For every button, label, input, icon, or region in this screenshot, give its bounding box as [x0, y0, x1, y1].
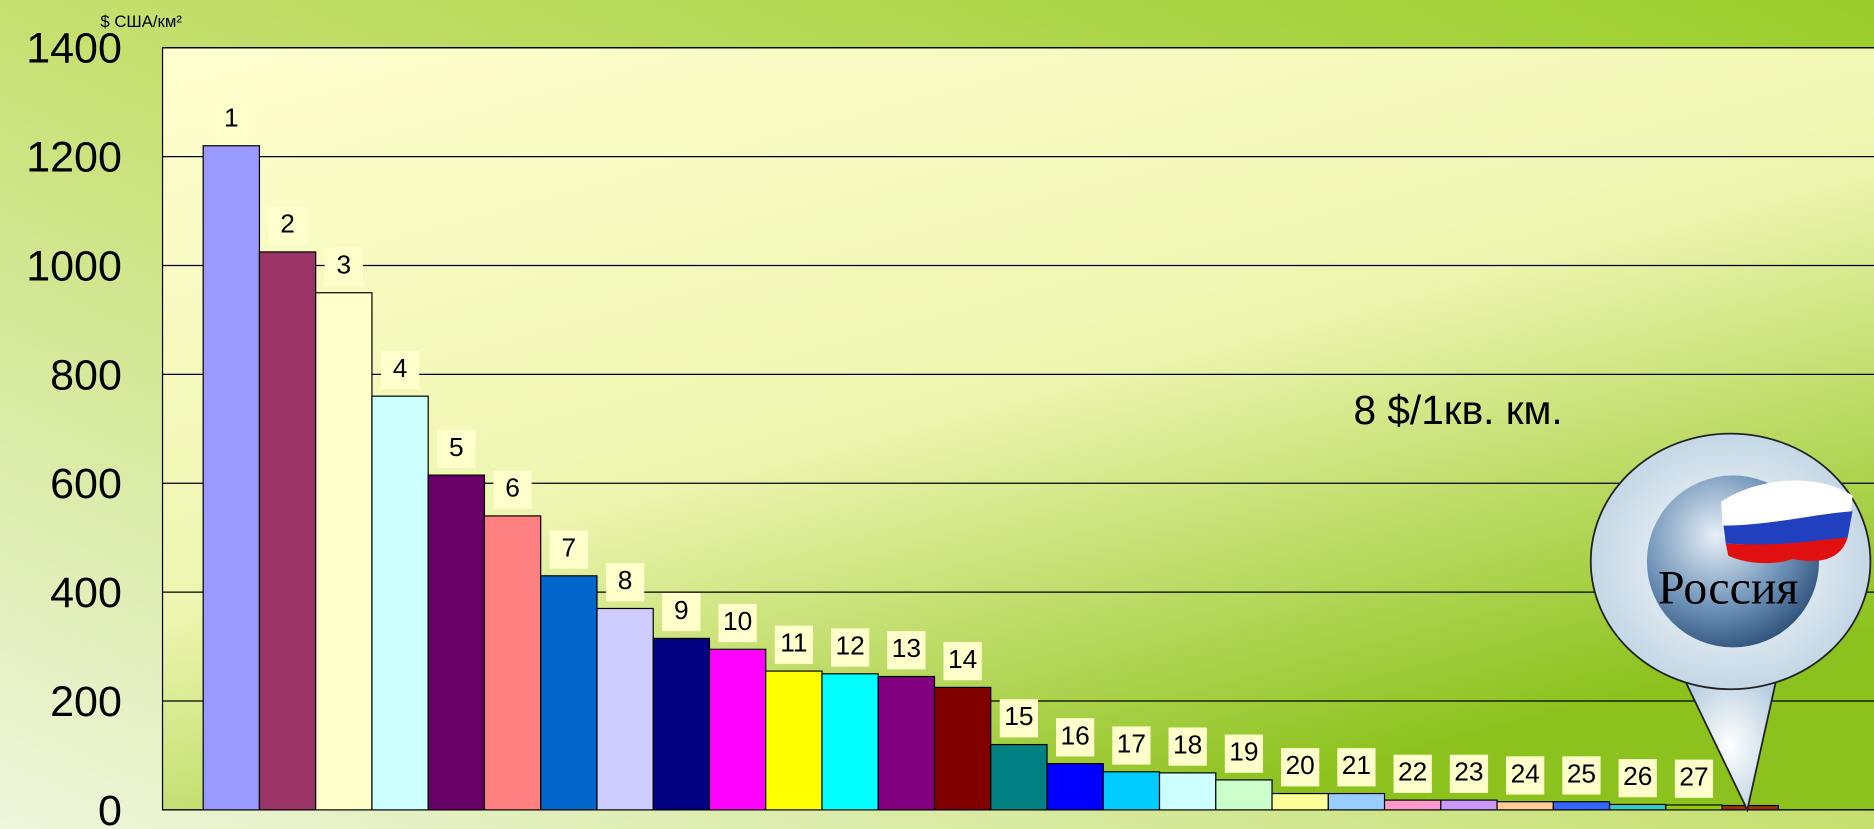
category-label: 24: [1511, 758, 1540, 788]
bar: [202, 145, 261, 811]
category-label: 18: [1173, 730, 1202, 760]
y-tick-label: 200: [50, 678, 122, 726]
flag-blue: [1723, 511, 1853, 545]
bar: [427, 474, 486, 811]
y-tick-label: 1200: [26, 134, 122, 182]
label-box: [605, 563, 645, 602]
label-box: [718, 603, 757, 643]
bar: [933, 686, 992, 811]
y-tick-label: 400: [50, 569, 122, 617]
label-box: [1281, 748, 1320, 787]
label-box: [1168, 727, 1207, 766]
bar: [1383, 799, 1442, 811]
category-label: 19: [1229, 737, 1258, 767]
bar: [1046, 763, 1104, 811]
category-label: 4: [393, 353, 408, 383]
label-box: [324, 247, 363, 286]
bar: [1496, 801, 1554, 811]
bar: [1102, 771, 1161, 811]
callout: Россия: [1589, 432, 1872, 813]
label-box: [943, 642, 982, 681]
label-box: [493, 470, 532, 509]
bar: [708, 648, 767, 811]
bar: [371, 395, 429, 811]
bar: [1271, 792, 1329, 811]
bar: [258, 251, 317, 811]
bar: [1552, 801, 1611, 811]
category-label: 27: [1679, 762, 1708, 792]
category-label: 16: [1061, 720, 1090, 750]
callout-label: Россия: [1658, 561, 1798, 614]
category-label: 21: [1342, 750, 1371, 780]
category-label: 25: [1567, 758, 1596, 788]
category-label: 14: [948, 644, 977, 674]
category-label: 15: [1004, 701, 1033, 731]
y-tick-label: 0: [98, 787, 122, 829]
label-box: [1674, 759, 1714, 798]
category-label: 17: [1117, 728, 1146, 758]
label-box: [830, 628, 870, 667]
category-label: 12: [836, 630, 865, 660]
label-box: [999, 699, 1039, 738]
bar: [540, 575, 598, 811]
bar: [990, 743, 1048, 811]
label-box: [1337, 748, 1376, 787]
label-box: [1506, 756, 1545, 795]
y-tick-label: 1400: [26, 25, 122, 73]
bar: [1327, 792, 1386, 811]
bar: [315, 292, 373, 811]
bar: [877, 675, 936, 811]
label-box: [662, 593, 701, 632]
y-tick-label: 1000: [26, 242, 122, 290]
category-label: 20: [1286, 750, 1315, 780]
category-label: 3: [337, 249, 352, 279]
label-box: [268, 206, 307, 245]
category-label: 26: [1623, 761, 1652, 791]
label-box: [1112, 726, 1151, 765]
bar: [1608, 803, 1667, 811]
y-tick-label: 600: [50, 460, 122, 508]
category-label: 10: [723, 606, 752, 636]
label-box: [380, 350, 420, 390]
label-box: [1393, 754, 1432, 793]
bar: [1665, 804, 1723, 811]
bar: [1440, 799, 1498, 811]
bar: [821, 673, 879, 811]
annotation: 8 $/1кв. км.: [1353, 387, 1562, 433]
bar: [483, 515, 542, 811]
bar: [1721, 804, 1779, 811]
category-label: 9: [674, 595, 689, 625]
flag-red: [1725, 537, 1848, 564]
label-box: [212, 100, 251, 139]
category-label: 11: [780, 628, 807, 658]
label-box: [1449, 754, 1489, 793]
label-box: [437, 429, 476, 468]
category-label: 22: [1398, 757, 1427, 787]
category-label: 13: [892, 633, 921, 663]
label-box: [549, 530, 588, 569]
label-box: [1056, 718, 1095, 757]
label-box: [1618, 759, 1657, 798]
bar: [765, 670, 823, 811]
category-label: 8: [618, 565, 633, 595]
category-label: 7: [562, 532, 577, 562]
bar: [1158, 772, 1217, 811]
label-box: [1224, 734, 1264, 773]
bar: [596, 607, 654, 811]
bar: [1215, 779, 1273, 811]
category-label: 1: [224, 102, 239, 132]
category-label: 23: [1454, 757, 1483, 787]
category-label: 2: [280, 209, 295, 239]
bar: [652, 637, 711, 811]
label-box: [774, 625, 813, 664]
y-axis-label: $ США/км²: [100, 12, 182, 31]
category-label: 5: [449, 432, 464, 462]
label-box: [887, 631, 926, 670]
y-tick-label: 800: [50, 351, 122, 399]
label-box: [1562, 756, 1601, 795]
category-label: 6: [505, 473, 520, 503]
